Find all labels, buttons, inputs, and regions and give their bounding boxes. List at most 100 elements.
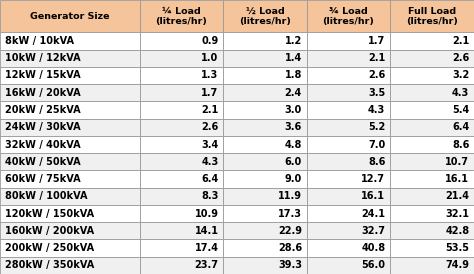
Bar bbox=[140, 50, 223, 67]
Text: 20kW / 25kVA: 20kW / 25kVA bbox=[5, 105, 81, 115]
Bar bbox=[140, 32, 223, 50]
Text: Generator Size: Generator Size bbox=[30, 12, 109, 21]
Bar bbox=[390, 188, 474, 205]
Text: 8kW / 10kVA: 8kW / 10kVA bbox=[5, 36, 74, 46]
Bar bbox=[390, 119, 474, 136]
Bar bbox=[307, 136, 390, 153]
Bar bbox=[223, 257, 307, 274]
Bar bbox=[140, 119, 223, 136]
Bar bbox=[223, 136, 307, 153]
Text: 1.4: 1.4 bbox=[285, 53, 302, 63]
Bar bbox=[140, 0, 223, 32]
Text: 53.5: 53.5 bbox=[445, 243, 469, 253]
Text: 11.9: 11.9 bbox=[278, 191, 302, 201]
Bar bbox=[223, 84, 307, 101]
Text: 10.7: 10.7 bbox=[445, 157, 469, 167]
Text: 4.3: 4.3 bbox=[452, 88, 469, 98]
Bar bbox=[390, 67, 474, 84]
Text: 6.4: 6.4 bbox=[201, 174, 219, 184]
Text: 4.3: 4.3 bbox=[201, 157, 219, 167]
Text: 16kW / 20kVA: 16kW / 20kVA bbox=[5, 88, 81, 98]
Bar bbox=[223, 67, 307, 84]
Bar bbox=[307, 119, 390, 136]
Text: 23.7: 23.7 bbox=[194, 260, 219, 270]
Bar bbox=[390, 136, 474, 153]
Bar bbox=[140, 101, 223, 119]
Text: 3.0: 3.0 bbox=[285, 105, 302, 115]
Text: 200kW / 250kVA: 200kW / 250kVA bbox=[5, 243, 94, 253]
Bar bbox=[390, 50, 474, 67]
Text: 10.9: 10.9 bbox=[194, 209, 219, 219]
Bar bbox=[140, 67, 223, 84]
Bar bbox=[140, 188, 223, 205]
Text: Full Load
(litres/hr): Full Load (litres/hr) bbox=[406, 7, 458, 26]
Text: 1.7: 1.7 bbox=[201, 88, 219, 98]
Text: 1.8: 1.8 bbox=[284, 70, 302, 81]
Text: 8.6: 8.6 bbox=[452, 139, 469, 150]
Bar bbox=[223, 0, 307, 32]
Bar bbox=[223, 50, 307, 67]
Bar bbox=[223, 239, 307, 257]
Text: 74.9: 74.9 bbox=[445, 260, 469, 270]
Text: 3.6: 3.6 bbox=[285, 122, 302, 132]
Text: 6.4: 6.4 bbox=[452, 122, 469, 132]
Bar bbox=[307, 170, 390, 188]
Bar bbox=[140, 170, 223, 188]
Text: 5.4: 5.4 bbox=[452, 105, 469, 115]
Text: 2.4: 2.4 bbox=[285, 88, 302, 98]
Bar bbox=[0, 170, 140, 188]
Text: 21.4: 21.4 bbox=[445, 191, 469, 201]
Bar bbox=[0, 84, 140, 101]
Bar bbox=[307, 67, 390, 84]
Bar bbox=[390, 32, 474, 50]
Bar bbox=[307, 0, 390, 32]
Bar bbox=[0, 119, 140, 136]
Text: 2.1: 2.1 bbox=[368, 53, 385, 63]
Bar bbox=[223, 205, 307, 222]
Text: 17.3: 17.3 bbox=[278, 209, 302, 219]
Bar bbox=[390, 170, 474, 188]
Text: 12kW / 15kVA: 12kW / 15kVA bbox=[5, 70, 81, 81]
Bar bbox=[223, 170, 307, 188]
Text: 8.6: 8.6 bbox=[368, 157, 385, 167]
Text: 39.3: 39.3 bbox=[278, 260, 302, 270]
Bar bbox=[307, 84, 390, 101]
Text: 28.6: 28.6 bbox=[278, 243, 302, 253]
Text: 1.7: 1.7 bbox=[368, 36, 385, 46]
Bar bbox=[390, 153, 474, 170]
Bar bbox=[307, 153, 390, 170]
Text: 16.1: 16.1 bbox=[361, 191, 385, 201]
Text: 22.9: 22.9 bbox=[278, 226, 302, 236]
Bar bbox=[390, 0, 474, 32]
Text: 2.1: 2.1 bbox=[452, 36, 469, 46]
Bar bbox=[223, 222, 307, 239]
Bar bbox=[0, 136, 140, 153]
Text: 17.4: 17.4 bbox=[194, 243, 219, 253]
Text: 80kW / 100kVA: 80kW / 100kVA bbox=[5, 191, 87, 201]
Bar bbox=[0, 50, 140, 67]
Bar bbox=[140, 84, 223, 101]
Bar bbox=[0, 239, 140, 257]
Bar bbox=[140, 136, 223, 153]
Bar bbox=[223, 101, 307, 119]
Text: 1.0: 1.0 bbox=[201, 53, 219, 63]
Bar bbox=[307, 222, 390, 239]
Bar bbox=[0, 205, 140, 222]
Bar bbox=[140, 153, 223, 170]
Text: 280kW / 350kVA: 280kW / 350kVA bbox=[5, 260, 94, 270]
Bar bbox=[223, 119, 307, 136]
Text: 2.6: 2.6 bbox=[368, 70, 385, 81]
Bar bbox=[0, 153, 140, 170]
Text: 56.0: 56.0 bbox=[361, 260, 385, 270]
Text: 6.0: 6.0 bbox=[285, 157, 302, 167]
Bar bbox=[223, 32, 307, 50]
Text: 42.8: 42.8 bbox=[445, 226, 469, 236]
Bar bbox=[390, 205, 474, 222]
Text: 1.3: 1.3 bbox=[201, 70, 219, 81]
Text: ¼ Load
(litres/hr): ¼ Load (litres/hr) bbox=[155, 7, 208, 26]
Bar bbox=[390, 239, 474, 257]
Text: 3.4: 3.4 bbox=[201, 139, 219, 150]
Text: 12.7: 12.7 bbox=[361, 174, 385, 184]
Text: 9.0: 9.0 bbox=[285, 174, 302, 184]
Text: 5.2: 5.2 bbox=[368, 122, 385, 132]
